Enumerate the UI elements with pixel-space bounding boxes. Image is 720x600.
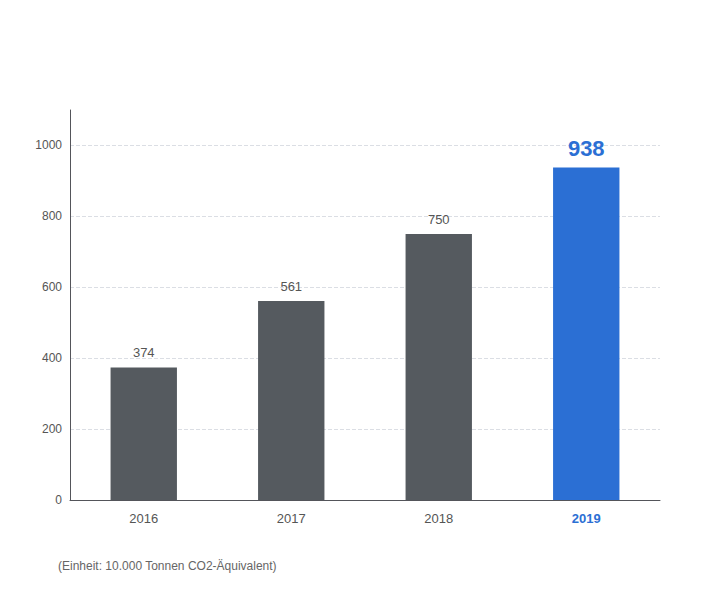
svg-text:374: 374 — [133, 345, 155, 360]
svg-text:2017: 2017 — [277, 511, 306, 526]
svg-text:561: 561 — [280, 279, 302, 294]
svg-text:1000: 1000 — [35, 138, 62, 152]
svg-text:800: 800 — [42, 209, 62, 223]
svg-text:(Einheit: 10.000 Tonnen CO2-Äq: (Einheit: 10.000 Tonnen CO2-Äquivalent) — [58, 559, 277, 573]
svg-text:2016: 2016 — [129, 511, 158, 526]
svg-text:600: 600 — [42, 280, 62, 294]
svg-text:2019: 2019 — [572, 511, 601, 526]
svg-text:2018: 2018 — [424, 511, 453, 526]
svg-text:200: 200 — [42, 422, 62, 436]
svg-text:750: 750 — [428, 212, 450, 227]
svg-text:400: 400 — [42, 351, 62, 365]
svg-text:938: 938 — [568, 136, 605, 161]
svg-text:0: 0 — [55, 493, 62, 507]
